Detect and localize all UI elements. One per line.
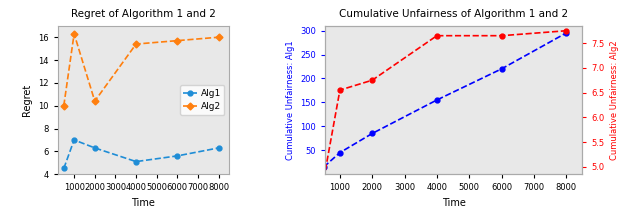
Y-axis label: Regret: Regret [22, 84, 33, 116]
Alg2 [70, 32, 78, 35]
Alg2 [60, 104, 68, 107]
Alg2 [215, 36, 223, 38]
Alg1 [173, 155, 181, 157]
Legend: Alg1, Alg2: Alg1, Alg2 [180, 85, 225, 115]
Line: Alg1: Alg1 [61, 137, 221, 171]
Alg1 [132, 160, 140, 163]
Title: Cumulative Unfairness of Algorithm 1 and 2: Cumulative Unfairness of Algorithm 1 and… [339, 9, 568, 20]
Alg1 [70, 139, 78, 141]
Y-axis label: Cumulative Unfairness: Alg1: Cumulative Unfairness: Alg1 [286, 40, 295, 160]
Alg2 [173, 39, 181, 42]
Alg1 [91, 147, 99, 149]
Alg2 [91, 100, 99, 102]
Alg1 [60, 167, 68, 170]
Line: Alg2: Alg2 [61, 31, 221, 108]
Title: Regret of Algorithm 1 and 2: Regret of Algorithm 1 and 2 [71, 9, 216, 20]
X-axis label: Time: Time [131, 198, 156, 208]
Alg1 [215, 147, 223, 149]
X-axis label: Time: Time [442, 198, 466, 208]
Alg2 [132, 43, 140, 45]
Y-axis label: Cumulative Unfairness: Alg2: Cumulative Unfairness: Alg2 [610, 40, 620, 160]
